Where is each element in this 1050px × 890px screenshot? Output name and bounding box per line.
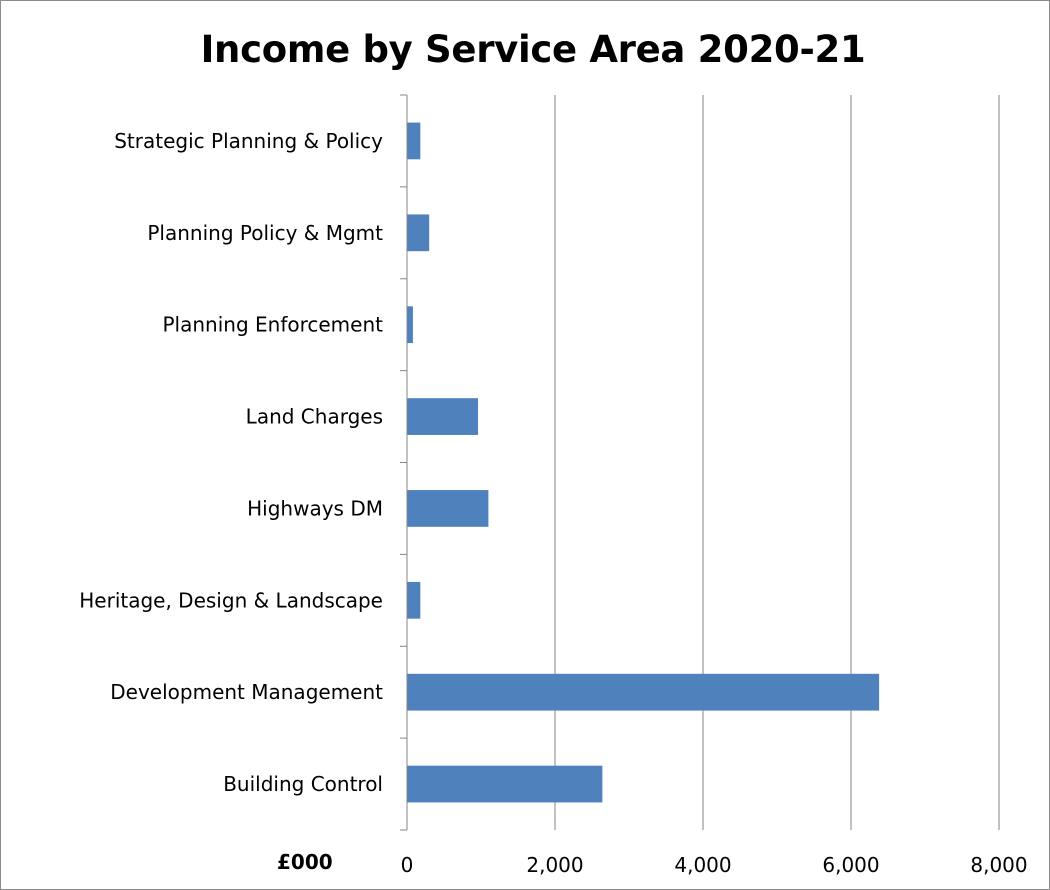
bar [407, 490, 489, 527]
category-label: Planning Policy & Mgmt [147, 221, 383, 245]
x-tick-label: 6,000 [822, 853, 879, 877]
axes [400, 94, 408, 831]
chart-title: Income by Service Area 2020-21 [200, 28, 866, 71]
bar [407, 306, 413, 344]
category-label: Planning Enforcement [163, 313, 384, 337]
bar [407, 122, 421, 160]
bar [407, 765, 603, 803]
x-tick-label: 4,000 [674, 853, 731, 877]
category-label: Strategic Planning & Policy [114, 129, 383, 153]
x-tick-labels: 0 2,000 4,000 6,000 8,000 [401, 853, 1028, 877]
x-tick-label: 2,000 [526, 853, 583, 877]
category-label: Heritage, Design & Landscape [79, 588, 383, 612]
bar [407, 398, 479, 435]
unit-label: £000 [277, 850, 333, 874]
category-label: Building Control [223, 772, 383, 796]
category-label: Development Management [110, 680, 383, 704]
category-labels: Building Control Development Management He… [79, 129, 383, 796]
gridlines [554, 95, 1000, 830]
x-tick-label: 0 [401, 853, 414, 877]
bars [407, 122, 880, 803]
category-label: Highways DM [247, 496, 383, 520]
bar [407, 214, 430, 252]
bar [407, 673, 880, 711]
category-label: Land Charges [246, 405, 383, 429]
x-tick-label: 8,000 [970, 853, 1027, 877]
bar [407, 581, 421, 619]
